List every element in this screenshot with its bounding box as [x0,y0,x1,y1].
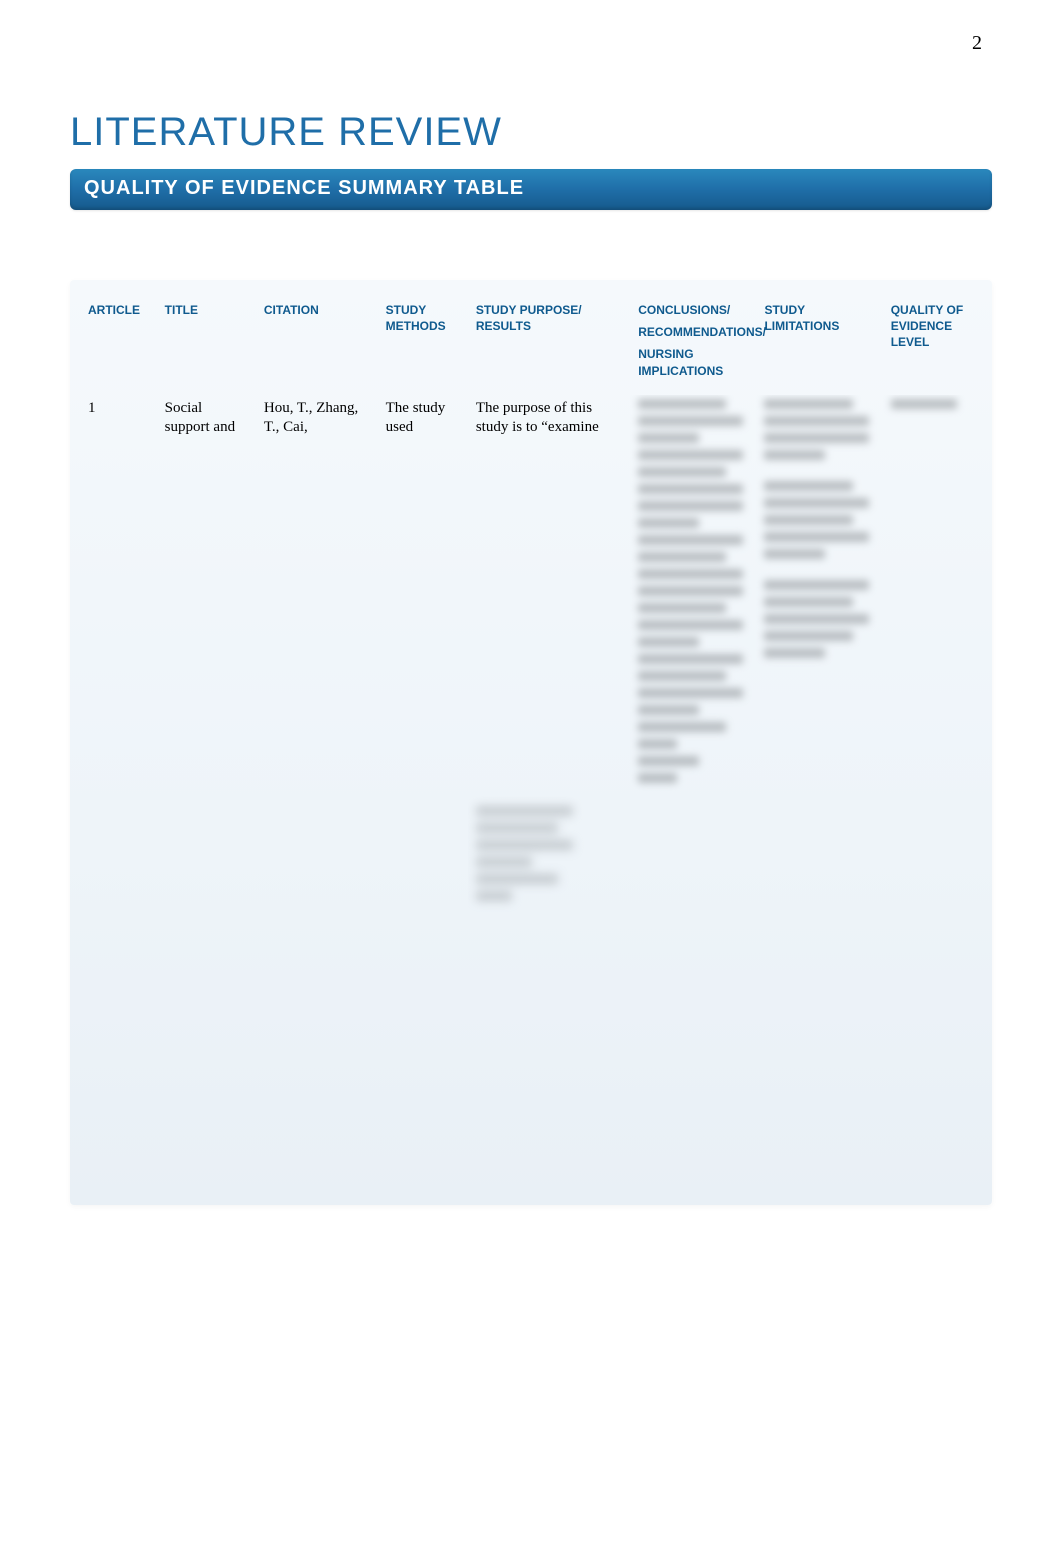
table-row: 1 Social support and Hou, T., Zhang, T.,… [80,395,982,1175]
col-title: TITLE [157,296,256,395]
cell-article: 1 [80,395,157,1175]
cell-title: Social support and [157,395,256,1175]
blurred-conclusions [638,399,748,783]
cell-conclusions [630,395,756,1175]
col-conclusions-line3: NURSING IMPLICATIONS [638,346,748,378]
blurred-quality [891,399,974,409]
cell-limitations [756,395,882,1175]
cell-quality [883,395,982,1175]
blurred-limitations [764,399,874,658]
col-conclusions-line1: CONCLUSIONS/ [638,303,730,317]
col-methods: STUDY METHODS [378,296,468,395]
evidence-table-container: ARTICLE TITLE CITATION STUDY METHODS STU… [70,280,992,1205]
col-limitations: STUDY LIMITATIONS [756,296,882,395]
blurred-purpose-continuation [476,806,578,901]
col-conclusions-line2: RECOMMENDATIONS/ [638,324,748,340]
cell-purpose: The purpose of this study is to “examine [468,395,630,1175]
col-conclusions: CONCLUSIONS/ RECOMMENDATIONS/ NURSING IM… [630,296,756,395]
col-article: ARTICLE [80,296,157,395]
subtitle-bar: QUALITY OF EVIDENCE SUMMARY TABLE [70,169,992,210]
cell-methods: The study used [378,395,468,1175]
evidence-table: ARTICLE TITLE CITATION STUDY METHODS STU… [80,296,982,1175]
col-citation: CITATION [256,296,378,395]
cell-purpose-text: The purpose of this study is to “examine [476,400,599,435]
col-purpose: STUDY PURPOSE/ RESULTS [468,296,630,395]
page-title: LITERATURE REVIEW [70,110,992,155]
cell-citation: Hou, T., Zhang, T., Cai, [256,395,378,1175]
table-header-row: ARTICLE TITLE CITATION STUDY METHODS STU… [80,296,982,395]
page-number: 2 [972,32,982,55]
col-quality: QUALITY OF EVIDENCE LEVEL [883,296,982,395]
